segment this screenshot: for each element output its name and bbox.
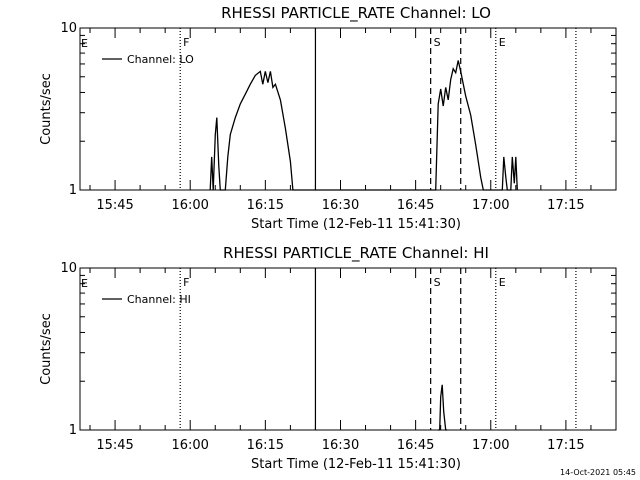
y-tick-label: 10: [60, 261, 77, 276]
event-marker-label: F: [183, 276, 189, 289]
event-marker-label: E: [499, 276, 506, 289]
y-axis-label: Counts/sec: [39, 313, 54, 385]
y-tick-label: 1: [69, 423, 77, 438]
x-axis-label: Start Time (12-Feb-11 15:41:30): [251, 217, 461, 232]
x-tick-label: 17:00: [472, 438, 509, 453]
edge-marker-label: E: [81, 37, 88, 50]
event-marker-label: S: [434, 36, 441, 49]
series-line: [438, 384, 448, 431]
x-tick-label: 15:45: [96, 198, 133, 213]
chart-title: RHESSI PARTICLE_RATE Channel: HI: [223, 244, 489, 263]
x-tick-label: 16:30: [322, 438, 359, 453]
x-axis-label: Start Time (12-Feb-11 15:41:30): [251, 457, 461, 472]
legend-label: Channel: LO: [127, 53, 194, 66]
x-tick-label: 17:15: [547, 438, 584, 453]
panel-hi: RHESSI PARTICLE_RATE Channel: HI Counts/s…: [39, 244, 617, 472]
x-tick-label: 16:30: [322, 198, 359, 213]
event-marker-label: E: [499, 36, 506, 49]
x-tick-label: 16:15: [247, 438, 284, 453]
edge-marker-label: E: [81, 277, 88, 290]
x-tick-label: 16:45: [397, 438, 434, 453]
y-axis-label: Counts/sec: [39, 73, 54, 145]
x-tick-label: 16:15: [247, 198, 284, 213]
x-tick-label: 16:00: [171, 198, 208, 213]
series-line: [209, 60, 518, 191]
y-tick-label: 1: [69, 183, 77, 198]
x-tick-label: 15:45: [96, 438, 133, 453]
legend-label: Channel: HI: [127, 293, 191, 306]
footer-timestamp: 14-Oct-2021 05:45: [560, 468, 636, 477]
panel-lo: RHESSI PARTICLE_RATE Channel: LO Counts/s…: [39, 4, 617, 232]
x-tick-label: 16:45: [397, 198, 434, 213]
x-tick-label: 17:15: [547, 198, 584, 213]
y-tick-label: 10: [60, 21, 77, 36]
x-tick-label: 16:00: [171, 438, 208, 453]
event-marker-label: F: [183, 36, 189, 49]
chart-title: RHESSI PARTICLE_RATE Channel: LO: [221, 4, 491, 23]
x-tick-label: 17:00: [472, 198, 509, 213]
event-marker-label: S: [434, 276, 441, 289]
plot-frame: [79, 267, 617, 431]
